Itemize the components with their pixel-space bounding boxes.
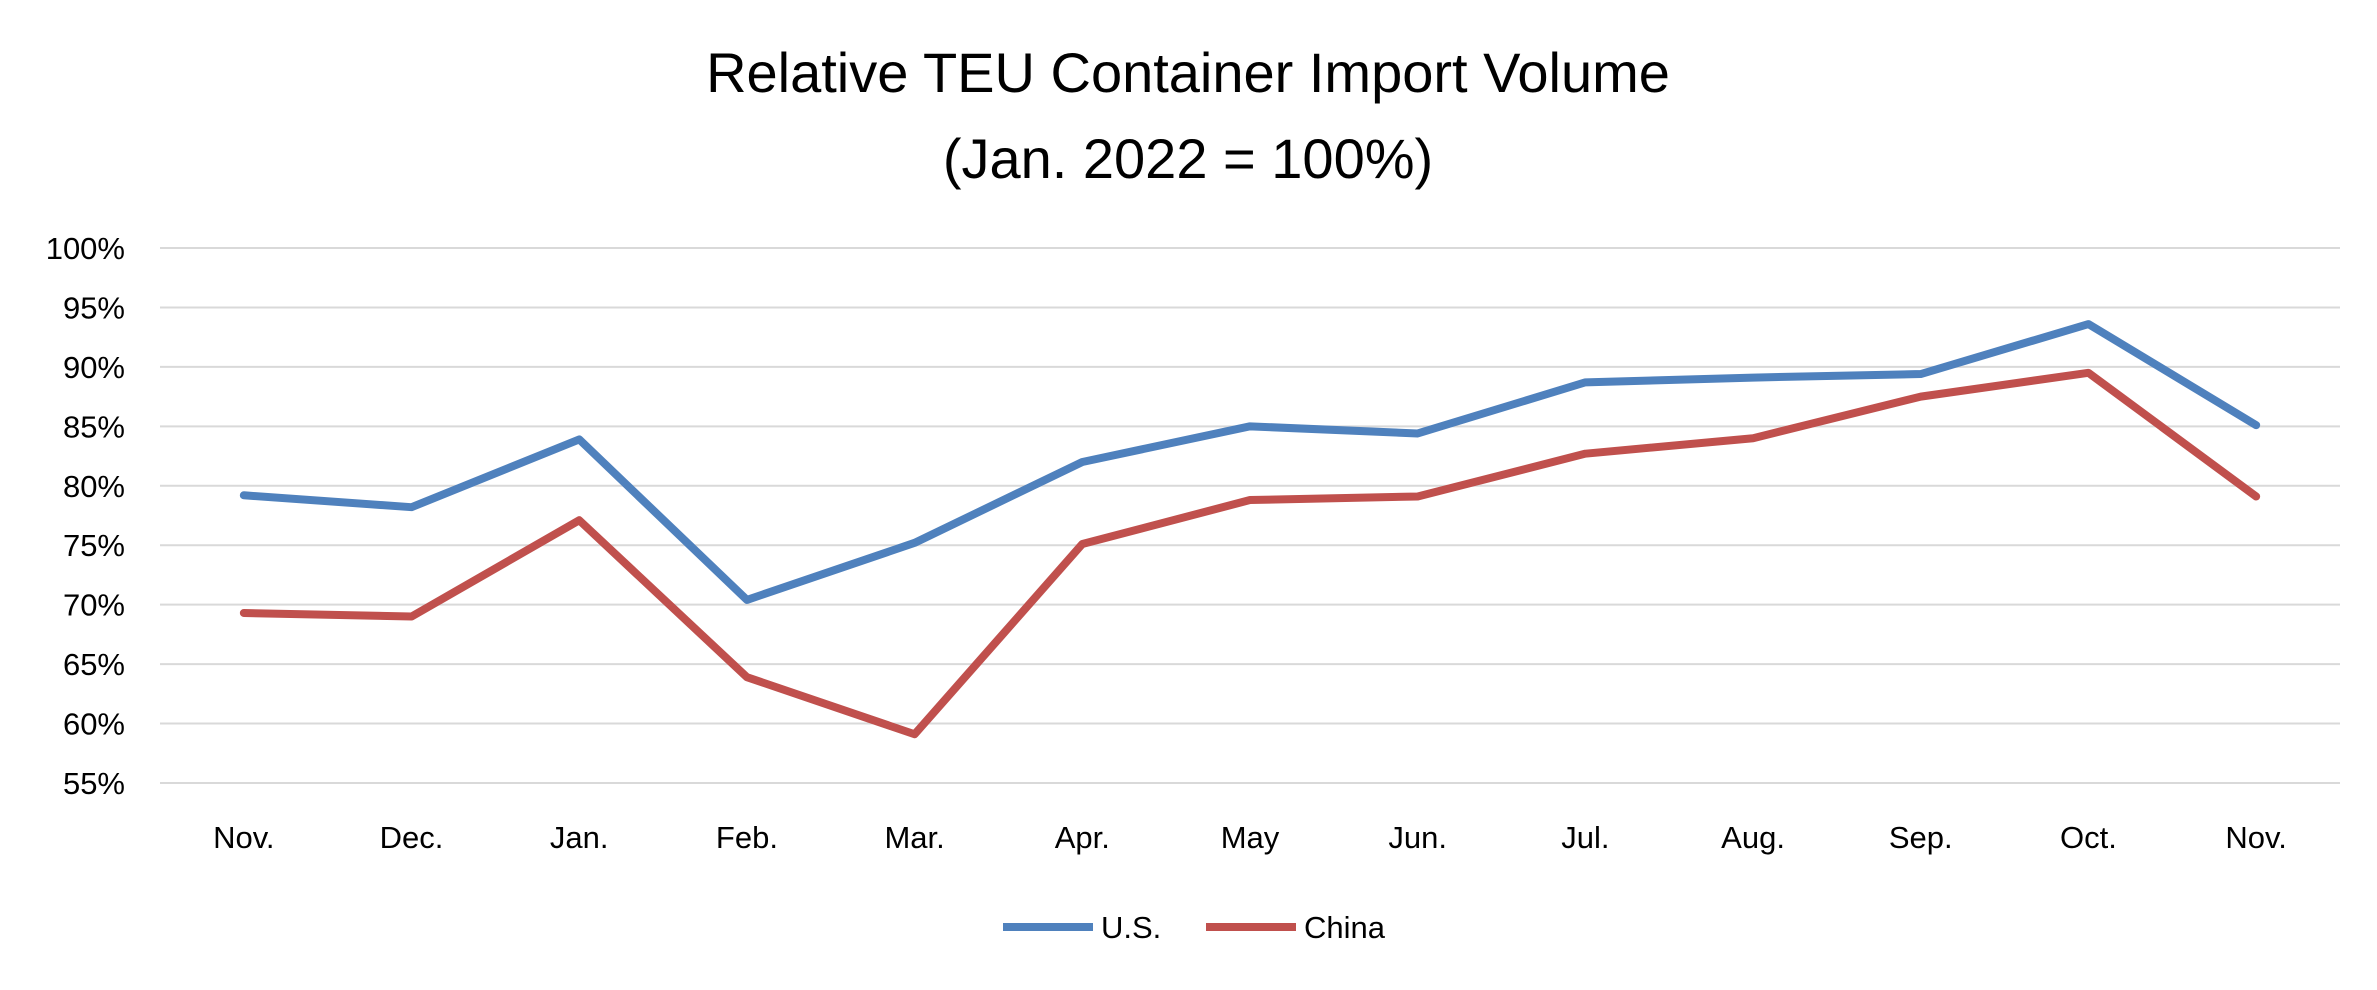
y-tick-label: 70% — [63, 588, 125, 623]
x-tick-label: Nov. — [213, 820, 274, 855]
y-tick-label: 65% — [63, 647, 125, 682]
y-tick-label: 85% — [63, 409, 125, 444]
legend-label: China — [1304, 910, 1386, 945]
x-tick-label: Jan. — [550, 820, 609, 855]
y-axis-ticks: 100% 95% 90% 85% 80% 75% 70% 65% 60% 55% — [46, 231, 125, 801]
legend-label: U.S. — [1101, 910, 1161, 945]
y-tick-label: 75% — [63, 528, 125, 563]
series-line-us — [239, 320, 2261, 604]
y-tick-label: 80% — [63, 469, 125, 504]
x-tick-label: Jul. — [1561, 820, 1609, 855]
y-tick-label: 95% — [63, 290, 125, 325]
x-tick-label: Dec. — [380, 820, 444, 855]
y-tick-label: 60% — [63, 707, 125, 742]
x-tick-label: Apr. — [1055, 820, 1110, 855]
y-tick-label: 90% — [63, 350, 125, 385]
y-tick-label: 100% — [46, 231, 125, 266]
series-lines — [239, 320, 2261, 739]
x-tick-label: Mar. — [884, 820, 944, 855]
chart-subtitle: (Jan. 2022 = 100%) — [943, 127, 1433, 190]
x-tick-label: Jun. — [1388, 820, 1447, 855]
x-tick-label: Oct. — [2060, 820, 2117, 855]
x-tick-label: Nov. — [2225, 820, 2286, 855]
legend: U.S. China — [1003, 910, 1386, 945]
gridlines — [160, 247, 2340, 784]
chart-title: Relative TEU Container Import Volume — [706, 41, 1670, 104]
x-tick-label: Aug. — [1721, 820, 1785, 855]
x-axis-ticks: Nov. Dec. Jan. Feb. Mar. Apr. May Jun. Jul. Aug. S… — [213, 820, 2287, 855]
x-tick-label: May — [1221, 820, 1280, 855]
x-tick-label: Feb. — [716, 820, 778, 855]
y-tick-label: 55% — [63, 766, 125, 801]
x-tick-label: Sep. — [1889, 820, 1953, 855]
